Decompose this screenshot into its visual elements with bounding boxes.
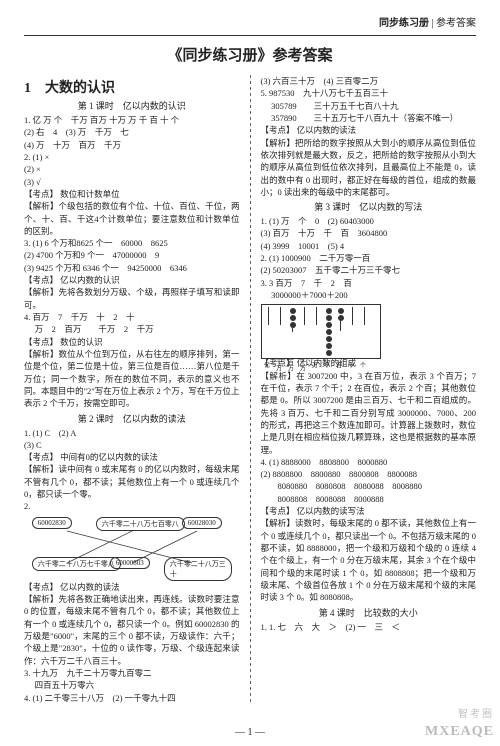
keypoint: 【考点】 亿以内数的读法 bbox=[261, 124, 477, 136]
oval-4: 六千零二十八万七千零八 bbox=[32, 557, 121, 571]
analysis: 【解析】数位从个位到万位，从右往左的顺序排列，第一位是个位，第二位是十位，第三位… bbox=[24, 348, 240, 410]
text-line: 305789 三十万五千七百八十九 bbox=[261, 100, 477, 112]
text-line: 1. (1) C (2) A bbox=[24, 427, 240, 439]
text-line: (4) 3999 10001 (5) 4 bbox=[261, 240, 477, 252]
text-line: 1. 亿 万 个 千万 百万 十万 万 千 百 十 个 bbox=[24, 114, 240, 126]
text-line: (2) 8808800 8800880 8800808 8800088 bbox=[261, 468, 477, 480]
left-column: 1 大数的认识 第 1 课时 亿以内数的认识 1. 亿 万 个 千万 百万 十万… bbox=[24, 75, 240, 704]
watermark-en: MXEAQE bbox=[425, 724, 494, 740]
keypoint: 【考点】 亿以内数的认识 bbox=[24, 274, 240, 286]
lesson-2-title: 第 2 课时 亿以内数的读法 bbox=[24, 412, 240, 425]
two-columns: 1 大数的认识 第 1 课时 亿以内数的认识 1. 亿 万 个 千万 百万 十万… bbox=[24, 75, 476, 704]
right-column: (3) 六百三十万 (4) 三百零二万 5. 987530 九十八万七千五百三十… bbox=[261, 75, 477, 704]
text-line: (3) 六百三十万 (4) 三百零二万 bbox=[261, 75, 477, 87]
text-line: 4. (1) 二千零三十八万 (2) 一千零九十四 bbox=[24, 692, 240, 704]
matching-diagram: 60002830 六千零二十八万七百零八 60028030 六千零二十八万七千零… bbox=[32, 517, 232, 577]
text-line: (3) C bbox=[24, 439, 240, 451]
oval-1: 60002830 bbox=[32, 517, 72, 529]
text-line: 2. bbox=[24, 500, 240, 512]
watermark-cn: 智考圈 bbox=[458, 705, 494, 720]
text-line: 2. (1) 1000900 二千万零一百 bbox=[261, 252, 477, 264]
text-line: 357890 三十五万七千八百九十（答案不唯一） bbox=[261, 112, 477, 124]
text-line: 4. (1) 8888000 8808800 8000880 bbox=[261, 456, 477, 468]
text-line: 3. 十九万 九千二十万零九百零二 bbox=[24, 667, 240, 679]
header-bold: 同步练习册 bbox=[379, 18, 429, 29]
analysis: 【解析】读数时，每级末尾的 0 都不读，其他数位上有一个 0 或连续几个 0，都… bbox=[261, 517, 477, 603]
abacus-diagram: 亿 千万 百万 十万 万 千 百 十 个 bbox=[261, 304, 381, 354]
text-line: (4) 万 十万 百万 千万 bbox=[24, 139, 240, 151]
analysis: 【解析】先将各数划分万级、个级，再照样子填写和读即可。 bbox=[24, 286, 240, 311]
oval-5: 60000803 bbox=[110, 557, 150, 569]
analysis: 【解析】把所给的数字按照从大到小的顺序从高位到低位依次排列就是最大数，反之，把所… bbox=[261, 137, 477, 199]
oval-6: 六千零二十八万三十 bbox=[164, 557, 232, 581]
header-rule bbox=[24, 35, 476, 36]
analysis: 【解析】读中间有 0 或末尾有 0 的亿以内数时，每级末尾不管有几个 0，都不读… bbox=[24, 463, 240, 500]
keypoint: 【考点】 亿以内数的读法 bbox=[24, 581, 240, 593]
text-line: 1. (1) 万 个 0 (2) 60403000 bbox=[261, 215, 477, 227]
text-line: 5. 987530 九十八万七千五百三十 bbox=[261, 87, 477, 99]
text-line: 3. 3 百万 7 千 2 百 bbox=[261, 277, 477, 289]
text-line: (3) √ bbox=[24, 176, 240, 188]
column-divider bbox=[250, 75, 251, 704]
analysis: 【解析】个级包括的数位有个位、十位、百位、千位，两个、十、百、千这4个计数单位；… bbox=[24, 200, 240, 237]
text-line: 2. (1) × bbox=[24, 151, 240, 163]
text-line: 四百五十万零六 bbox=[24, 679, 240, 691]
main-title: 《同步练习册》参考答案 bbox=[24, 44, 476, 65]
keypoint: 【考点】 亿以内数的读写法 bbox=[261, 505, 477, 517]
text-line: 3. (1) 6 个万和8625 个一 60000 8625 bbox=[24, 237, 240, 249]
lesson-3-title: 第 3 课时 亿以内数的写法 bbox=[261, 200, 477, 213]
text-line: 1. 1. 七 六 大 ＞ (2) 一 三 ＜ bbox=[261, 621, 477, 633]
lesson-4-title: 第 4 课时 比较数的大小 bbox=[261, 606, 477, 619]
keypoint: 【考点】 数位的认识 bbox=[24, 336, 240, 348]
text-line: (2) × bbox=[24, 163, 240, 175]
chapter-title: 1 大数的认识 bbox=[24, 77, 240, 97]
oval-3: 60028030 bbox=[182, 517, 222, 529]
text-line: (2) 4700 个万和9 个一 47000000 9 bbox=[24, 249, 240, 261]
oval-2: 六千零二十八万七百零八 bbox=[96, 517, 185, 531]
analysis: 【解析】在 3007200 中，3 在百万位，表示 3 个百万；7 在千位，表示… bbox=[261, 370, 477, 456]
text-line: (3) 9425 个万和 6346 个一 94250000 6346 bbox=[24, 262, 240, 274]
text-line: 8080880 8080808 8080088 8008880 bbox=[261, 480, 477, 492]
text-line: 8008808 8008088 8000888 bbox=[261, 493, 477, 505]
analysis: 【解析】先将各数正确地读出来，再连线。读数时要注意 0 的位置，每级末尾不管有几… bbox=[24, 593, 240, 667]
header-right: 同步练习册 | 参考答案 bbox=[24, 14, 476, 29]
keypoint: 【考点】 数位和计数单位 bbox=[24, 188, 240, 200]
text-line: (3) 百万 十万 千 百 3604800 bbox=[261, 227, 477, 239]
keypoint: 【考点】 亿以内数的组成 bbox=[261, 357, 477, 369]
text-line: 万 2 百万 千万 2 千万 bbox=[24, 323, 240, 335]
text-line: (2) 右 4 (3) 万 千万 七 bbox=[24, 126, 240, 138]
text-line: (2) 50203007 五千零二十万三千零七 bbox=[261, 264, 477, 276]
lesson-1-title: 第 1 课时 亿以内数的认识 bbox=[24, 99, 240, 112]
abacus-frame bbox=[261, 304, 381, 359]
text-line: 3000000＋7000＋200 bbox=[261, 289, 477, 301]
keypoint: 【考点】 中间有0的亿以内数的读法 bbox=[24, 451, 240, 463]
header-light: | 参考答案 bbox=[429, 18, 476, 29]
text-line: 4. 百万 7 千万 十 2 十 bbox=[24, 311, 240, 323]
